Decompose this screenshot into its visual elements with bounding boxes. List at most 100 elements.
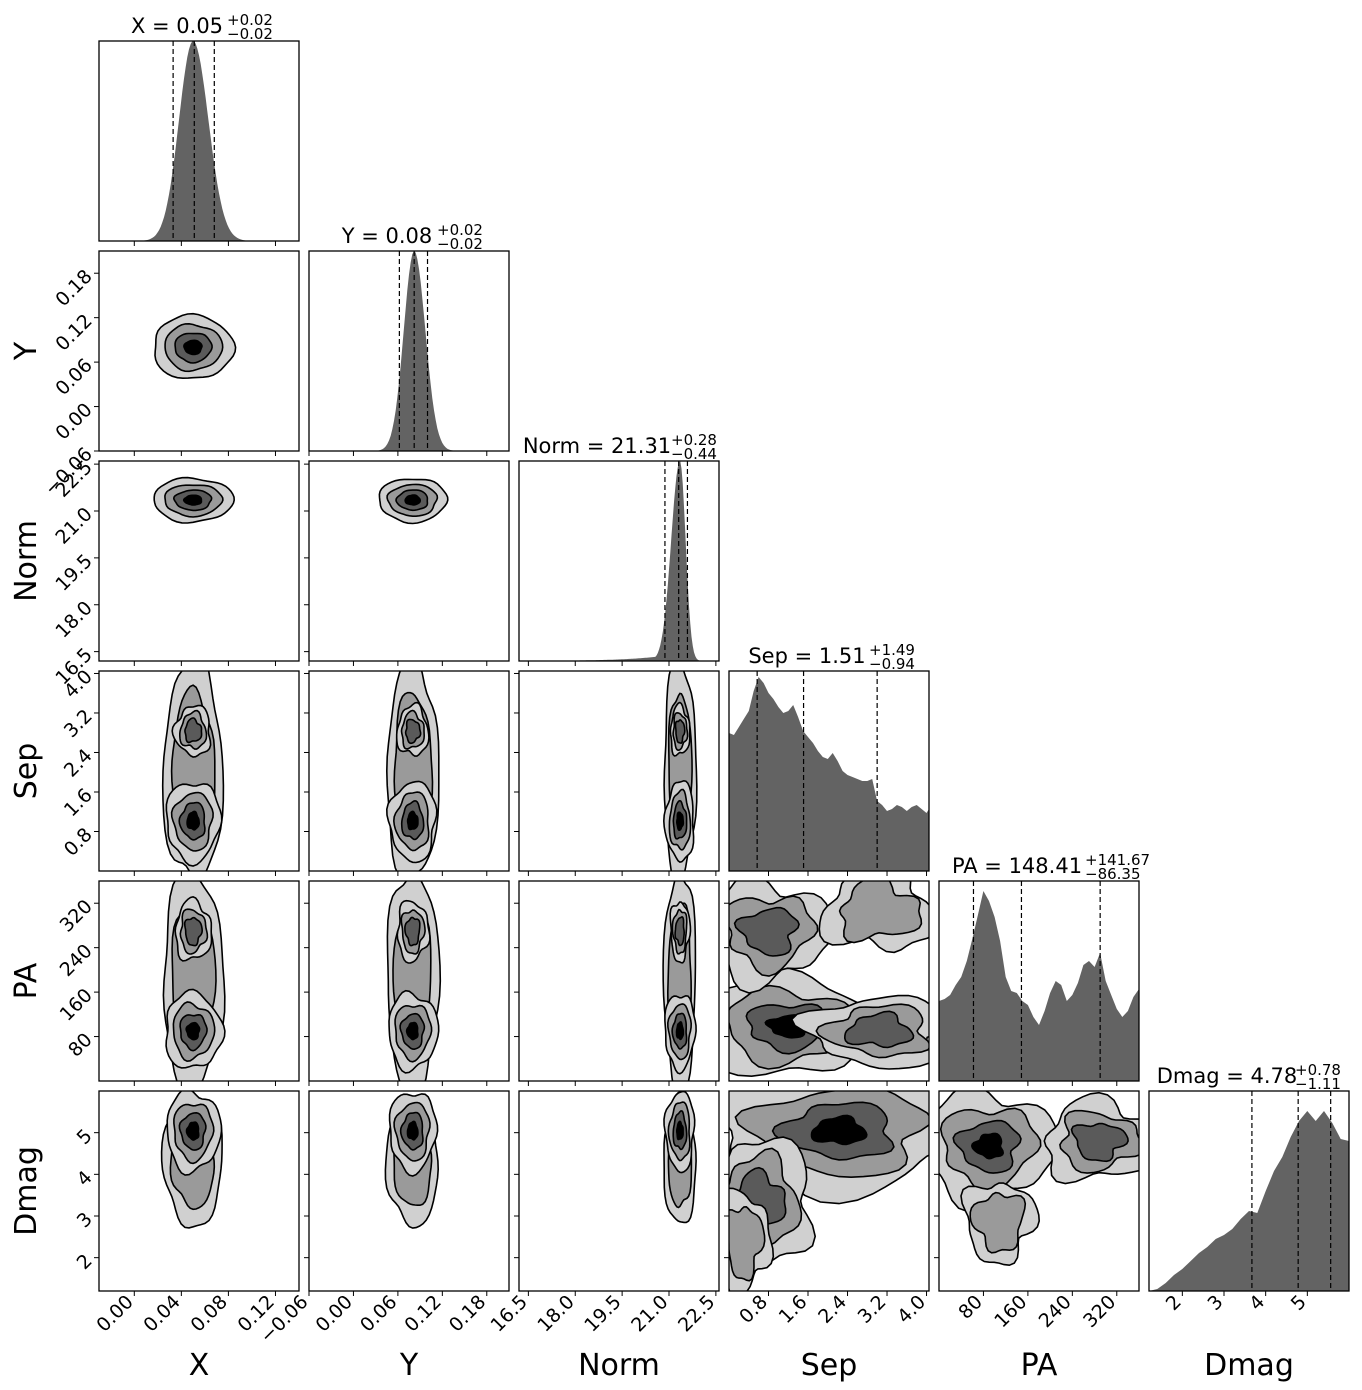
title-minus: −0.44 bbox=[671, 445, 717, 463]
contours bbox=[160, 1091, 223, 1229]
contours bbox=[162, 881, 226, 1081]
title-plus: +0.02 bbox=[227, 11, 273, 29]
contour-level bbox=[674, 719, 686, 745]
title-minus: −1.11 bbox=[1295, 1075, 1341, 1093]
contour-level bbox=[674, 916, 686, 947]
contour-level bbox=[404, 718, 422, 745]
panel-norm-vs-pa bbox=[518, 880, 720, 1082]
panel-frame bbox=[728, 1090, 930, 1292]
contours bbox=[378, 478, 449, 525]
panel-frame bbox=[308, 880, 510, 1082]
title-main: Norm = 21.31 bbox=[523, 434, 671, 458]
contours bbox=[153, 476, 236, 524]
panel-frame bbox=[308, 250, 510, 452]
panel-title-norm: Norm = 21.31 bbox=[523, 434, 671, 458]
contour-level bbox=[406, 1120, 419, 1141]
y-tick-label: 3.2 bbox=[60, 705, 97, 742]
contours bbox=[384, 1093, 440, 1229]
title-minus: −0.02 bbox=[437, 235, 483, 253]
x-tick-label: 3.2 bbox=[854, 1291, 891, 1328]
y-tick-label: 1.6 bbox=[60, 784, 97, 821]
y-tick-label: 160 bbox=[56, 984, 97, 1025]
panel-frame bbox=[308, 1090, 510, 1292]
contour-level bbox=[185, 1021, 201, 1041]
panel-x-vs-y bbox=[98, 250, 300, 452]
contours bbox=[729, 1091, 929, 1291]
panel-norm-vs-sep bbox=[518, 670, 720, 872]
panel-frame bbox=[728, 670, 930, 872]
panel-frame bbox=[938, 880, 1140, 1082]
panel-frame bbox=[308, 460, 510, 662]
contour-level bbox=[675, 1021, 685, 1041]
panel-frame bbox=[518, 670, 720, 872]
title-main: X = 0.05 bbox=[131, 14, 223, 38]
contours bbox=[663, 1091, 697, 1224]
panel-x-vs-dmag bbox=[98, 1090, 300, 1292]
contour-level bbox=[733, 906, 800, 957]
contours bbox=[386, 881, 442, 1081]
y-tick-label: 0.00 bbox=[51, 399, 96, 444]
y-tick-label: 320 bbox=[56, 895, 97, 936]
panel-frame bbox=[98, 40, 300, 242]
x-tick-label: 2.4 bbox=[814, 1291, 851, 1328]
title-plus: +141.67 bbox=[1085, 851, 1150, 869]
histogram-y bbox=[309, 251, 509, 451]
contour-level bbox=[186, 810, 201, 831]
contour-level bbox=[970, 1132, 1005, 1160]
x-tick-label: 0.18 bbox=[445, 1291, 490, 1336]
panels-layer: X = 0.05 +0.02−0.02Y = 0.08 +0.02−0.02Norm… bbox=[9, 11, 1350, 1383]
x-tick-label: 0.00 bbox=[312, 1291, 357, 1336]
panel-frame bbox=[1148, 1090, 1350, 1292]
y-tick-label: 0.8 bbox=[60, 824, 97, 861]
panel-frame bbox=[728, 880, 930, 1082]
contour-level bbox=[810, 1114, 868, 1146]
panel-frame bbox=[518, 1090, 720, 1292]
panel-title-y: Y = 0.08 bbox=[341, 224, 433, 248]
y-tick-label: 80 bbox=[64, 1029, 97, 1062]
contour-level bbox=[406, 810, 419, 831]
y-axis-label: Sep bbox=[9, 743, 44, 800]
panel-frame bbox=[938, 1090, 1140, 1292]
panel-x-vs-sep bbox=[98, 670, 300, 872]
y-tick-label: 21.0 bbox=[51, 503, 96, 548]
y-tick-label: 2 bbox=[73, 1250, 97, 1274]
x-axis-label: Y bbox=[399, 1348, 419, 1383]
title-plus: +0.28 bbox=[671, 431, 717, 449]
x-tick-label: 22.5 bbox=[674, 1291, 719, 1336]
y-axis-label: Dmag bbox=[9, 1146, 44, 1236]
contour-level bbox=[183, 339, 203, 356]
x-tick-label: 0.08 bbox=[186, 1291, 231, 1336]
x-tick-label: 0.00 bbox=[92, 1291, 137, 1336]
y-tick-label: 0.18 bbox=[51, 265, 96, 310]
panel-title-dmag: Dmag = 4.78 bbox=[1157, 1064, 1298, 1088]
x-tick-label: 18.0 bbox=[533, 1291, 578, 1336]
x-tick-label: 0.8 bbox=[735, 1291, 772, 1328]
histogram-sep bbox=[729, 677, 929, 871]
x-axis-label: Dmag bbox=[1204, 1348, 1294, 1383]
panel-frame bbox=[308, 670, 510, 872]
histogram-x bbox=[99, 41, 299, 241]
x-tick-label: 320 bbox=[1079, 1291, 1120, 1332]
contour-level bbox=[183, 916, 204, 947]
x-axis-label: X bbox=[189, 1348, 210, 1383]
title-plus: +0.02 bbox=[437, 221, 483, 239]
x-axis-label: PA bbox=[1021, 1348, 1058, 1383]
panel-title-sep: Sep = 1.51 bbox=[748, 644, 865, 668]
panel-sep-vs-pa bbox=[728, 880, 930, 1082]
x-axis-label: Sep bbox=[801, 1348, 858, 1383]
contours bbox=[385, 671, 440, 871]
x-tick-label: 160 bbox=[990, 1291, 1031, 1332]
panel-y-vs-sep bbox=[308, 670, 510, 872]
y-axis-label: Norm bbox=[9, 520, 44, 602]
panel-frame bbox=[518, 880, 720, 1082]
panel-y-vs-norm bbox=[308, 460, 510, 662]
panel-sep-vs-dmag bbox=[728, 1090, 930, 1292]
x-tick-label: 1.6 bbox=[775, 1291, 812, 1328]
panel-title-x: X = 0.05 bbox=[131, 14, 223, 38]
y-tick-label: 19.5 bbox=[51, 550, 96, 595]
panel-x-vs-norm bbox=[98, 460, 300, 662]
panel-x-vs-pa bbox=[98, 880, 300, 1082]
x-tick-label: 0.04 bbox=[139, 1291, 184, 1336]
diag-panel-dmag: Dmag = 4.78+0.78−1.11 bbox=[1148, 1061, 1350, 1292]
diag-panel-pa: PA = 148.41 +141.67−86.35 bbox=[938, 851, 1150, 1082]
